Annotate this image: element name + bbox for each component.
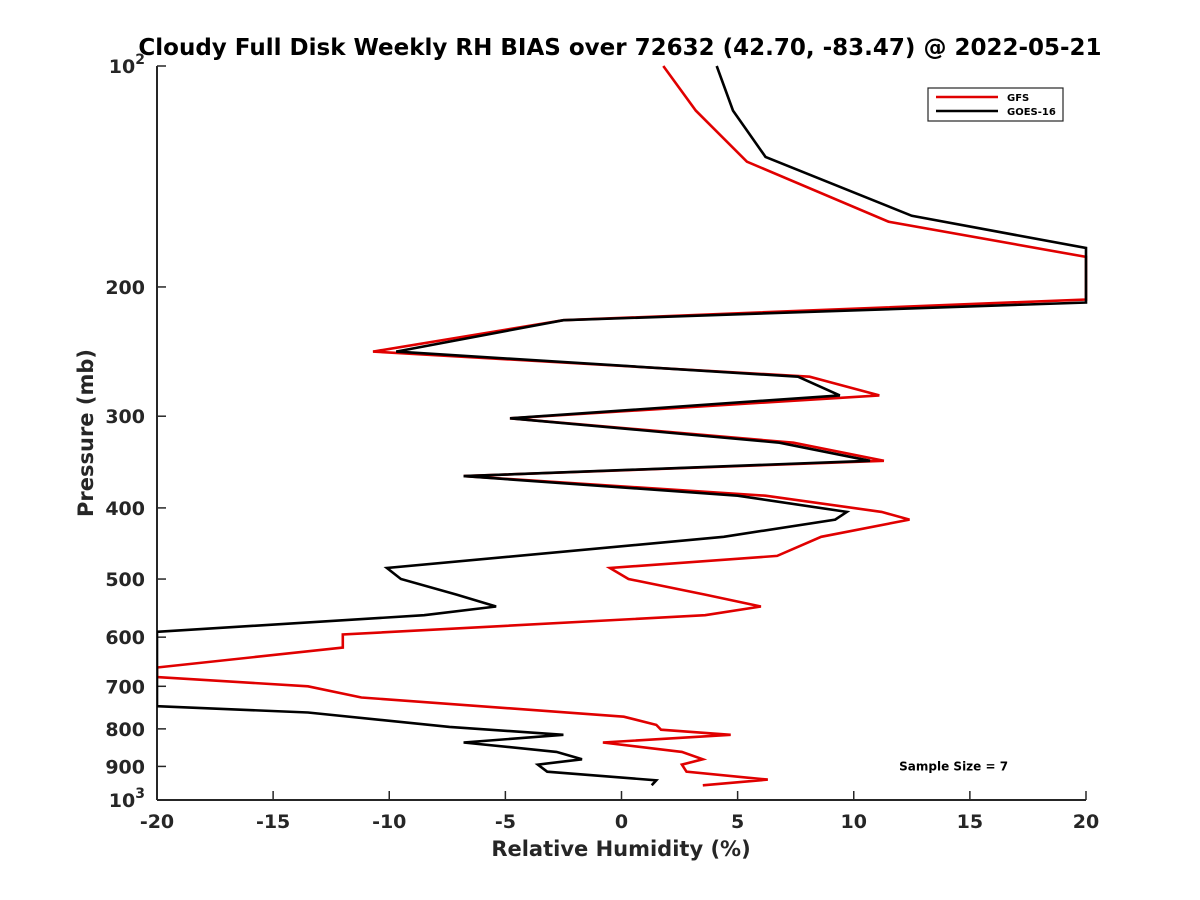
x-tick-label: -20 — [140, 811, 174, 833]
x-axis-label: Relative Humidity (%) — [491, 837, 750, 861]
y-axis-label: Pressure (mb) — [74, 349, 98, 517]
legend-entry: GOES-16 — [1007, 107, 1056, 118]
x-tick-label: 5 — [731, 811, 744, 833]
y-tick-label: 102 — [109, 52, 145, 78]
chart-title: Cloudy Full Disk Weekly RH BIAS over 726… — [138, 35, 1101, 61]
sample-size-annotation: Sample Size = 7 — [899, 759, 1008, 773]
y-tick-label: 800 — [105, 719, 145, 741]
x-tick-label: -15 — [256, 811, 290, 833]
annotations: Sample Size = 7 — [899, 759, 1008, 773]
series-line-gfs — [157, 65, 1088, 787]
legend: GFS GOES-16 — [927, 87, 1064, 122]
x-tick-label: 10 — [841, 811, 867, 833]
y-tick-label: 600 — [105, 627, 145, 649]
legend-box — [927, 87, 1064, 122]
y-tick-label: 500 — [105, 569, 145, 591]
axes: -20 -15 -10 -5 0 5 10 15 20 102 200 300 400 500 600 700… — [105, 52, 1099, 833]
x-tick-label: 20 — [1073, 811, 1099, 833]
series-line-goes-16 — [157, 65, 1088, 787]
y-tick-label: 300 — [105, 406, 145, 428]
legend-entry: GFS — [1007, 93, 1029, 104]
y-tick-label: 900 — [105, 756, 145, 778]
y-tick-label: 200 — [105, 277, 145, 299]
x-tick-label: -5 — [495, 811, 516, 833]
series-lines — [157, 65, 1088, 787]
x-tick-label: 15 — [957, 811, 983, 833]
y-tick-label: 103 — [109, 786, 145, 812]
y-tick-label: 400 — [105, 498, 145, 520]
x-tick-label: 0 — [615, 811, 628, 833]
y-tick-label: 700 — [105, 676, 145, 698]
x-tick-label: -10 — [372, 811, 406, 833]
